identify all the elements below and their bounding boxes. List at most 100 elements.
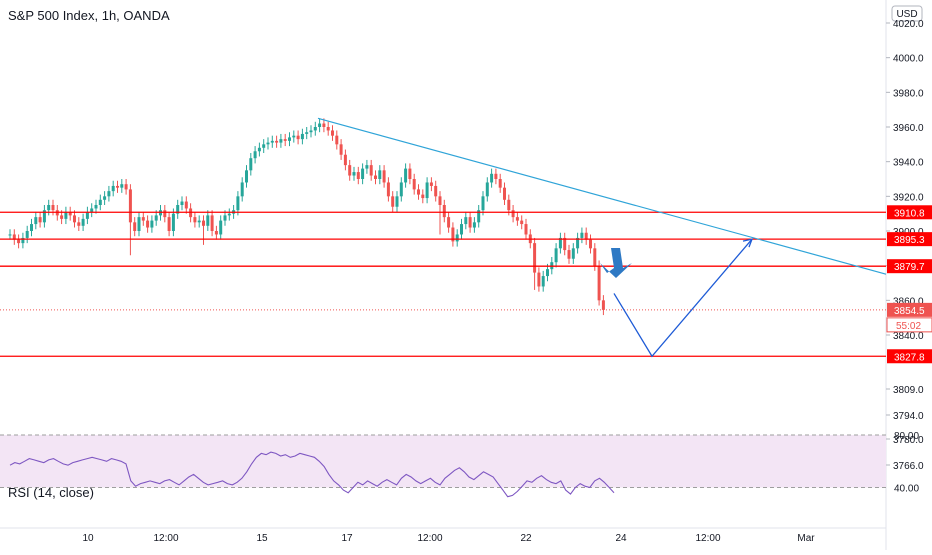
y-tick-label: 3960.0 <box>893 123 924 134</box>
candle-body <box>313 127 317 131</box>
countdown-label: 55:02 <box>896 321 921 332</box>
candle-body <box>107 191 111 197</box>
candle-body <box>593 248 597 266</box>
candle-body <box>176 205 180 214</box>
candle-body <box>184 201 188 209</box>
candle-body <box>563 237 567 251</box>
candle-body <box>124 184 128 190</box>
candle-body <box>546 269 549 277</box>
candle <box>515 211 519 226</box>
candle <box>481 191 485 216</box>
candle <box>455 229 459 247</box>
candle-body <box>386 182 390 197</box>
candle-body <box>17 239 21 244</box>
candle <box>245 165 248 188</box>
candle <box>404 163 408 188</box>
candle-body <box>485 182 489 197</box>
candle <box>85 206 89 225</box>
candle <box>322 118 326 133</box>
candle <box>202 215 205 245</box>
projection-arrowhead <box>742 238 754 248</box>
candle-body <box>128 189 132 223</box>
candle <box>305 127 309 140</box>
candle <box>283 133 287 147</box>
candle <box>352 166 356 181</box>
candle-body <box>460 224 463 235</box>
candle-body <box>567 250 571 259</box>
candle <box>270 135 274 148</box>
candle <box>369 159 373 181</box>
rsi-line <box>9 451 615 498</box>
rsi-label: RSI (14, close) <box>8 485 94 500</box>
candle-body <box>451 227 455 242</box>
candle <box>442 199 446 223</box>
candle-body <box>421 194 425 199</box>
y-tick-label: 3940.0 <box>893 158 924 169</box>
candle <box>257 142 261 157</box>
candle-body <box>374 175 377 179</box>
countdown-badge <box>886 317 932 333</box>
candle <box>417 184 420 200</box>
candle <box>554 243 558 268</box>
candle <box>348 159 352 181</box>
candle-body <box>429 182 433 186</box>
candle <box>206 210 210 231</box>
candle <box>146 215 150 233</box>
candle-body <box>558 237 562 249</box>
candle-body <box>464 217 468 225</box>
candle <box>42 205 46 228</box>
y-tick-label: 4020.0 <box>893 19 924 30</box>
candle-body <box>597 265 601 301</box>
candle-body <box>193 217 197 223</box>
candle <box>391 191 395 212</box>
candle-body <box>51 205 55 211</box>
candle <box>171 208 175 237</box>
candle <box>335 130 339 150</box>
x-tick-label: 12:00 <box>153 533 178 544</box>
candle-body <box>111 185 115 192</box>
candle <box>408 163 412 185</box>
candle <box>429 177 433 192</box>
candle <box>339 139 343 160</box>
candle-body <box>524 224 528 235</box>
candle-body <box>382 170 386 183</box>
candle-body <box>42 210 46 223</box>
candle-body <box>520 220 524 225</box>
candle <box>395 191 399 212</box>
candle <box>236 191 240 216</box>
candle-body <box>507 199 511 211</box>
candle <box>309 125 313 138</box>
candle-body <box>240 182 244 197</box>
candle <box>490 168 494 188</box>
candle-body <box>116 185 119 188</box>
candle <box>472 217 476 233</box>
candle-body <box>60 215 64 219</box>
candle <box>576 232 580 254</box>
candle <box>533 237 537 290</box>
candle <box>124 179 128 195</box>
candle-body <box>38 217 42 223</box>
candle <box>425 177 429 204</box>
candle <box>589 234 592 254</box>
candle <box>90 203 94 218</box>
candle <box>503 182 506 205</box>
candle-body <box>498 179 502 188</box>
candle <box>47 199 51 216</box>
candle <box>464 211 468 230</box>
price-level-label: 3910.8 <box>894 208 925 219</box>
candle-body <box>85 211 89 219</box>
candle-body <box>206 215 210 226</box>
price-level-label: 3827.8 <box>894 352 925 363</box>
candle <box>365 159 369 174</box>
candle-body <box>481 196 485 211</box>
candle-body <box>447 217 451 228</box>
candle-body <box>412 179 416 190</box>
candle <box>227 208 231 221</box>
candle-body <box>141 217 145 221</box>
candle <box>361 163 365 185</box>
x-tick-label: 15 <box>256 533 268 544</box>
candle-body <box>455 234 459 242</box>
y-tick-label: 3794.0 <box>893 411 924 422</box>
